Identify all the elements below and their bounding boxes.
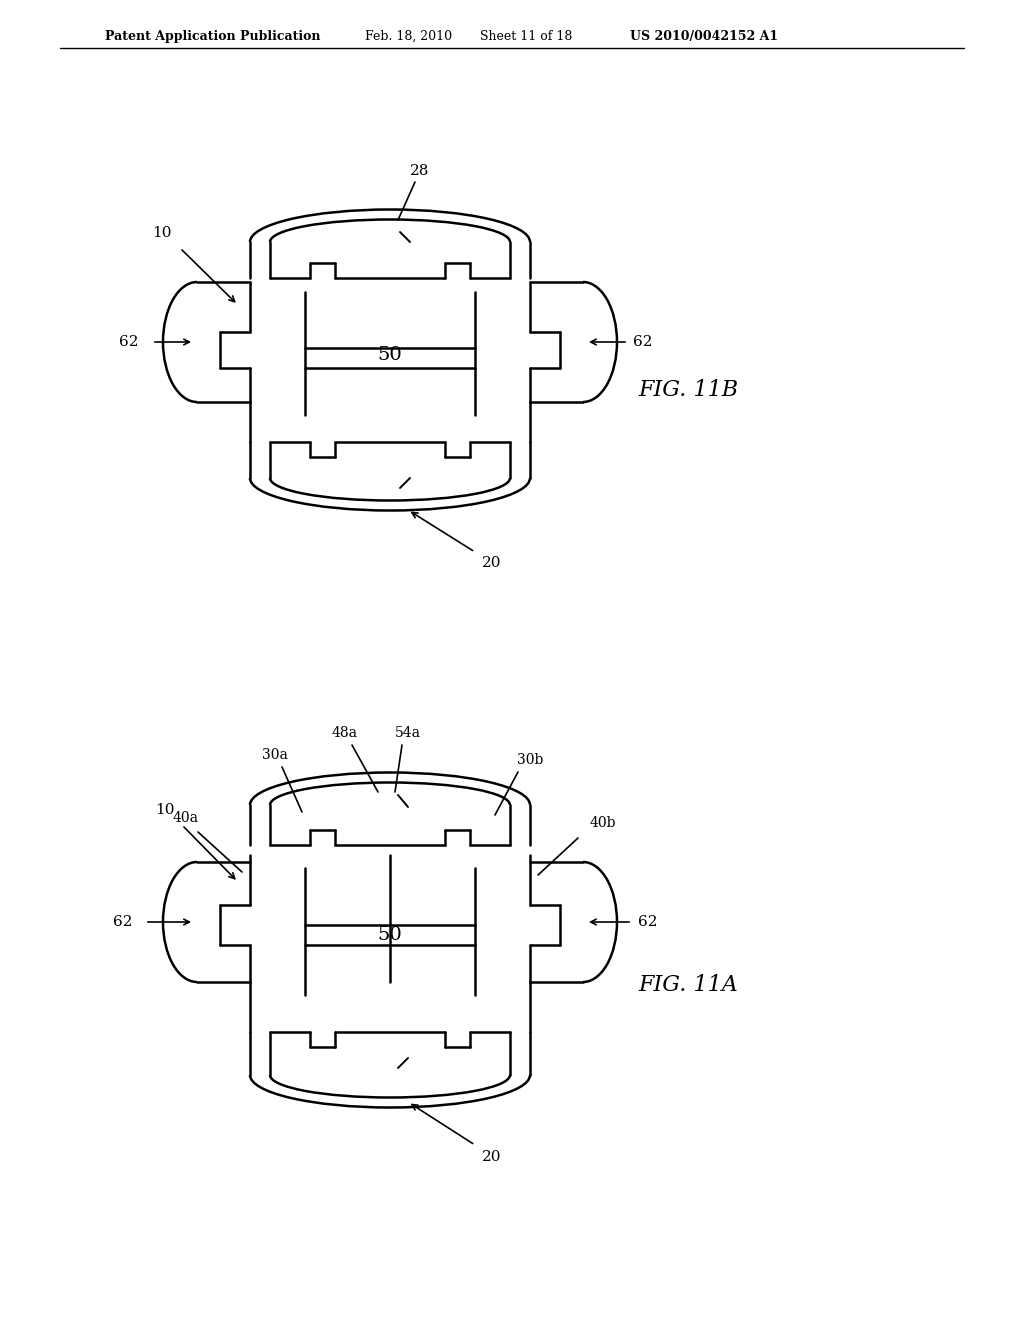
Text: 50: 50 xyxy=(378,927,402,944)
Text: 40b: 40b xyxy=(590,816,616,830)
Text: 20: 20 xyxy=(482,556,502,570)
Text: 30a: 30a xyxy=(262,748,288,762)
Text: 62: 62 xyxy=(638,915,657,929)
Text: 62: 62 xyxy=(113,915,132,929)
Text: FIG. 11A: FIG. 11A xyxy=(638,974,738,997)
Text: Sheet 11 of 18: Sheet 11 of 18 xyxy=(480,30,572,44)
Text: FIG. 11B: FIG. 11B xyxy=(638,379,738,401)
Text: 62: 62 xyxy=(119,335,138,348)
Text: US 2010/0042152 A1: US 2010/0042152 A1 xyxy=(630,30,778,44)
Text: 50: 50 xyxy=(378,346,402,364)
Text: 30b: 30b xyxy=(517,752,543,767)
Text: 10: 10 xyxy=(156,803,175,817)
Text: 10: 10 xyxy=(153,226,172,240)
Text: Feb. 18, 2010: Feb. 18, 2010 xyxy=(365,30,453,44)
Text: 62: 62 xyxy=(633,335,652,348)
Text: Patent Application Publication: Patent Application Publication xyxy=(105,30,321,44)
Text: 54a: 54a xyxy=(395,726,421,741)
Text: 20: 20 xyxy=(482,1150,502,1164)
Text: 48a: 48a xyxy=(332,726,358,741)
Text: 40a: 40a xyxy=(173,810,199,825)
Text: 28: 28 xyxy=(411,164,430,178)
